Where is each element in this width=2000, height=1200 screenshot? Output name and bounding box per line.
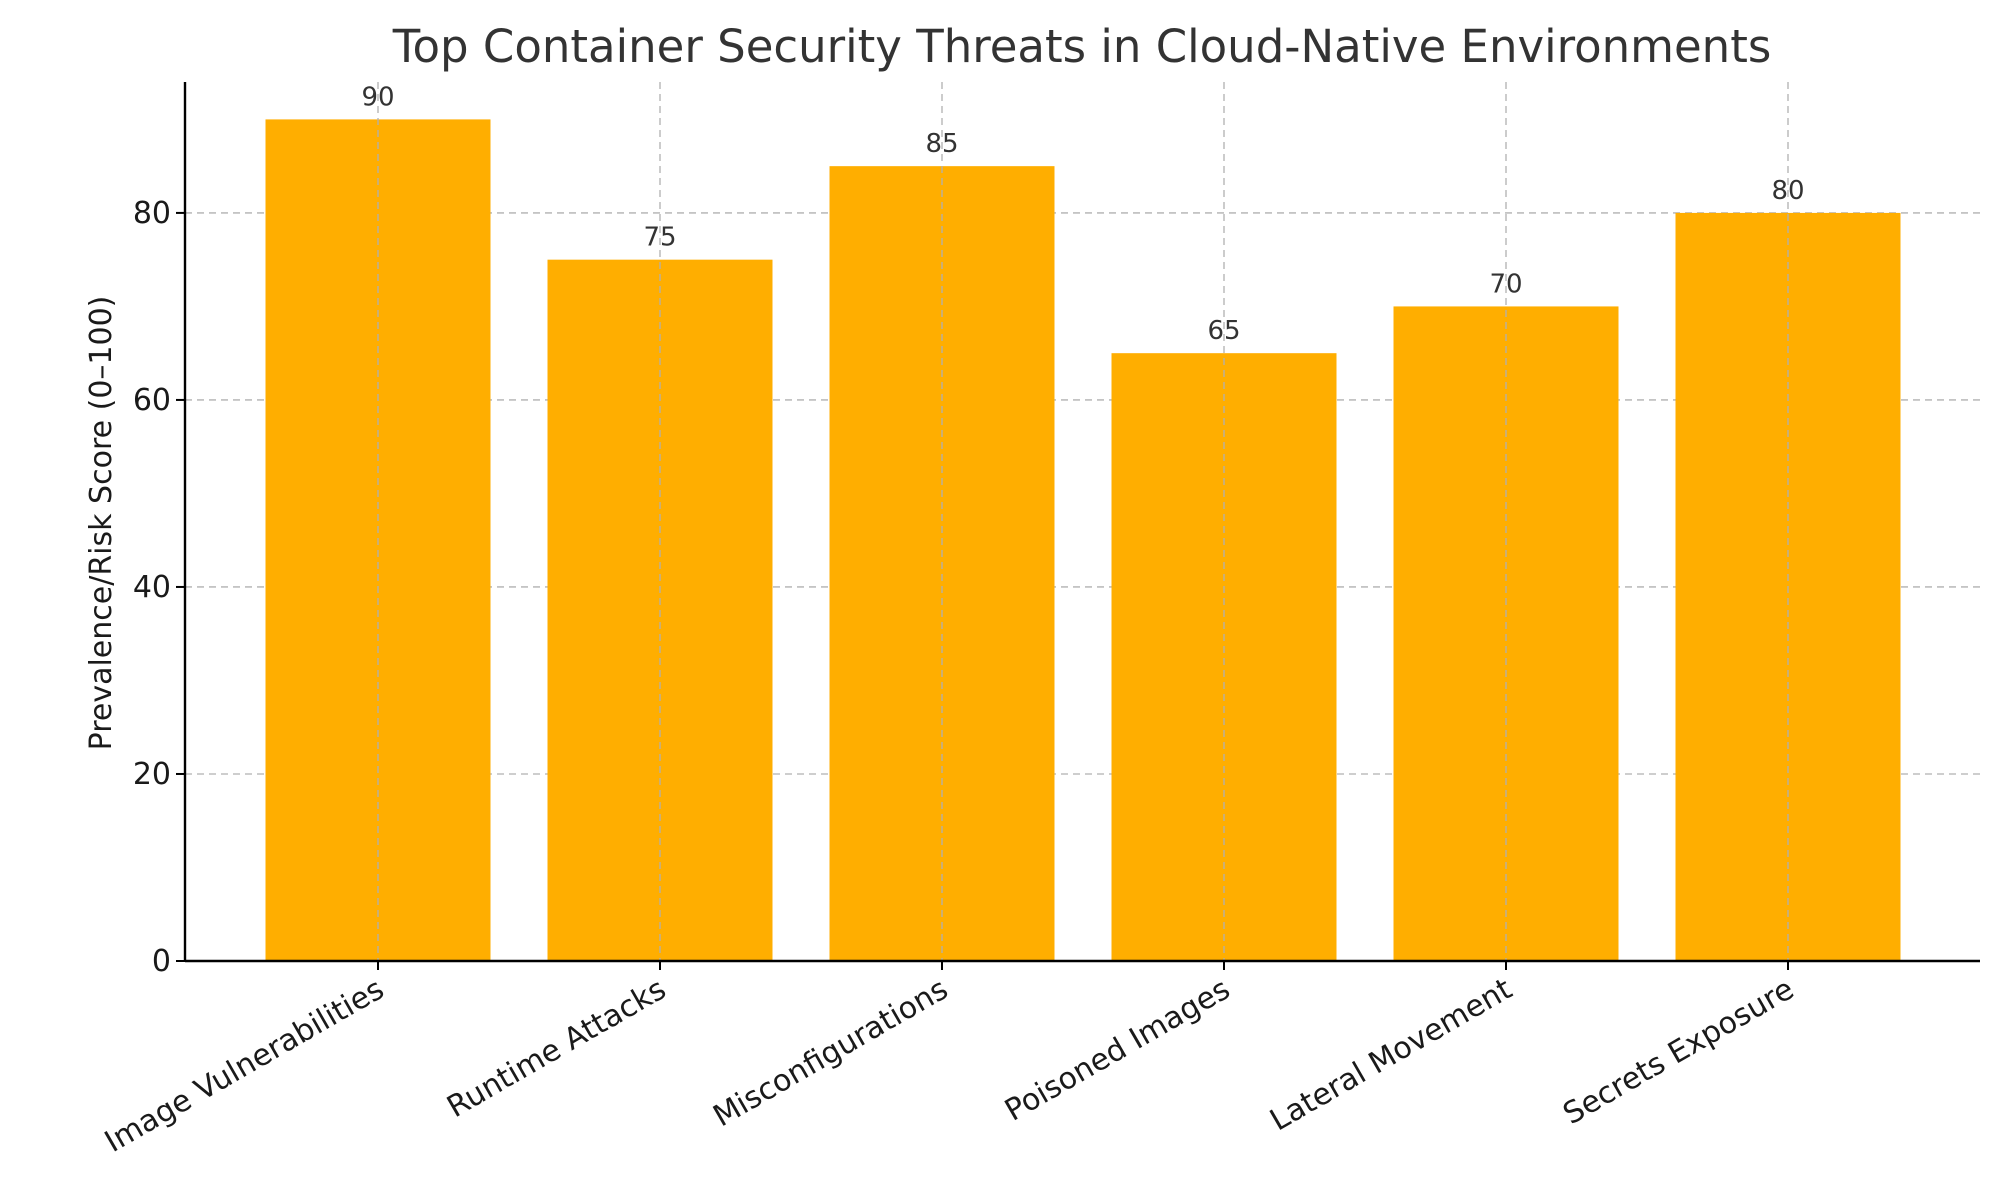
data-label: 80 [1771, 176, 1804, 206]
y-ticks: 0 20 40 60 80 [133, 196, 185, 979]
data-label: 65 [1207, 316, 1240, 346]
data-label: 70 [1489, 269, 1522, 299]
vertical-grid-lines [377, 82, 1789, 961]
y-tick-label: 20 [133, 757, 171, 792]
y-tick-label: 80 [133, 196, 171, 231]
y-tick-label: 40 [133, 570, 171, 605]
axes [183, 82, 1980, 963]
data-labels: 90 75 85 65 70 80 [361, 82, 1804, 346]
data-label: 85 [925, 129, 958, 159]
chart-title: Top Container Security Threats in Cloud-… [392, 20, 1772, 73]
y-tick-label: 60 [133, 383, 171, 418]
y-tick-label: 0 [152, 944, 171, 979]
y-axis-label: Prevalence/Risk Score (0–100) [84, 296, 119, 751]
data-label: 90 [361, 82, 394, 112]
data-label: 75 [643, 223, 676, 253]
